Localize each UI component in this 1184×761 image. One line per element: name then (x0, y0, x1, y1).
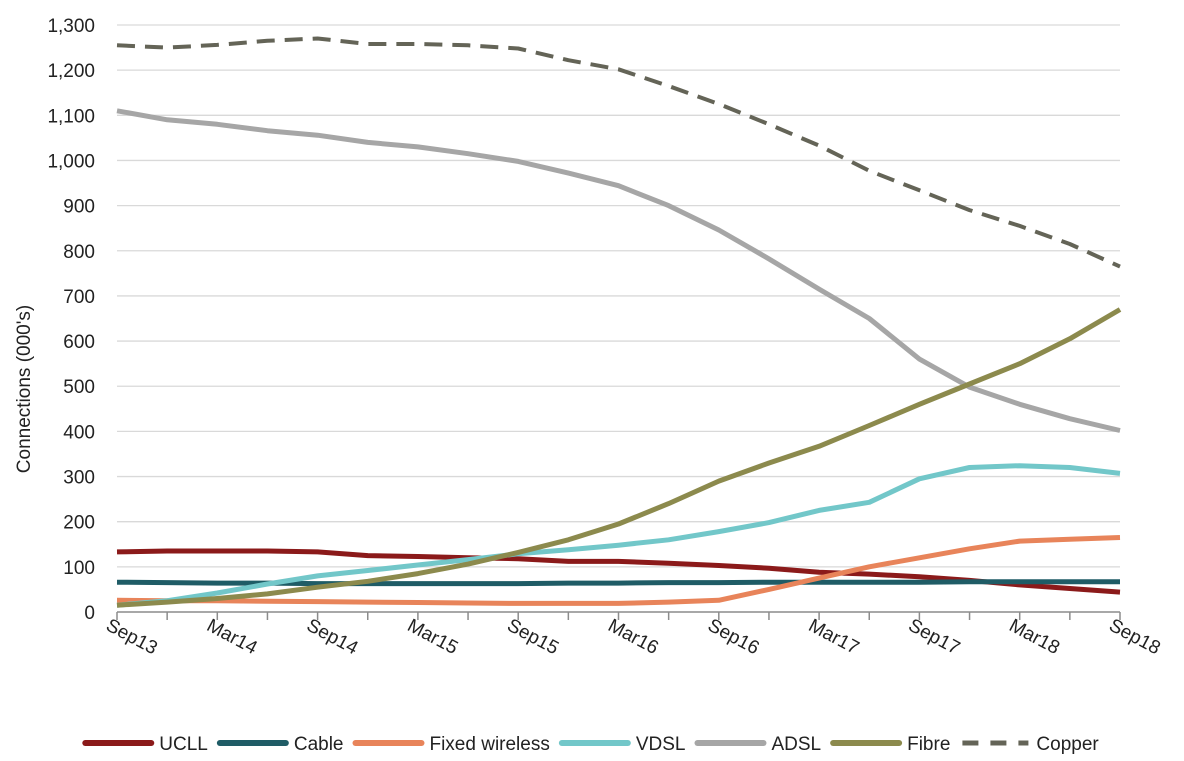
legend-item: Fibre (833, 734, 950, 755)
x-tick-label: Mar14 (203, 615, 261, 659)
legend-item: Fixed wireless (355, 734, 549, 755)
legend-label: VDSL (636, 734, 686, 755)
y-tick-label: 1,000 (47, 151, 95, 172)
x-tick-label: Sep14 (303, 615, 362, 660)
x-tick-label: Mar18 (1006, 615, 1063, 659)
y-axis-label: Connections (000's) (14, 305, 35, 473)
x-tick-label: Mar16 (604, 615, 661, 659)
y-tick-label: 1,100 (47, 106, 95, 127)
series-lines (117, 39, 1120, 606)
legend-label: Fibre (907, 734, 950, 755)
legend-label: ADSL (771, 734, 821, 755)
legend-label: Copper (1036, 734, 1099, 755)
legend-item: ADSL (697, 734, 821, 755)
legend-label: Cable (294, 734, 344, 755)
legend: UCLL Cable Fixed wireless VDSL ADSL Fibre Copp… (85, 734, 1099, 755)
legend-item: Cable (220, 734, 344, 755)
x-tick-label: Mar17 (805, 615, 862, 659)
y-tick-label: 500 (63, 377, 95, 398)
y-tick-label: 1,300 (47, 16, 95, 37)
y-tick-label: 600 (63, 332, 95, 353)
y-tick-label: 1,200 (47, 61, 95, 82)
x-tick-label: Sep16 (704, 615, 762, 659)
y-tick-label: 200 (63, 513, 95, 534)
y-tick-label: 900 (63, 197, 95, 218)
x-tick-label: Sep18 (1105, 615, 1163, 659)
y-tick-label: 300 (63, 468, 95, 489)
x-tick-label: Sep17 (905, 615, 963, 659)
y-tick-label: 800 (63, 242, 95, 263)
y-tick-label: 700 (63, 287, 95, 308)
legend-label: Fixed wireless (429, 734, 549, 755)
legend-label: UCLL (159, 734, 208, 755)
legend-item: UCLL (85, 734, 208, 755)
legend-item: Copper (962, 734, 1099, 755)
x-tick-label: Mar15 (404, 615, 461, 659)
gridlines (117, 25, 1120, 567)
series-line-copper (117, 39, 1120, 267)
x-tick-label: Sep15 (504, 615, 562, 659)
y-tick-label: 0 (84, 603, 95, 624)
x-tick-label: Sep13 (102, 615, 160, 659)
y-tick-label: 400 (63, 422, 95, 443)
y-tick-label: 100 (63, 558, 95, 579)
legend-item: VDSL (562, 734, 686, 755)
